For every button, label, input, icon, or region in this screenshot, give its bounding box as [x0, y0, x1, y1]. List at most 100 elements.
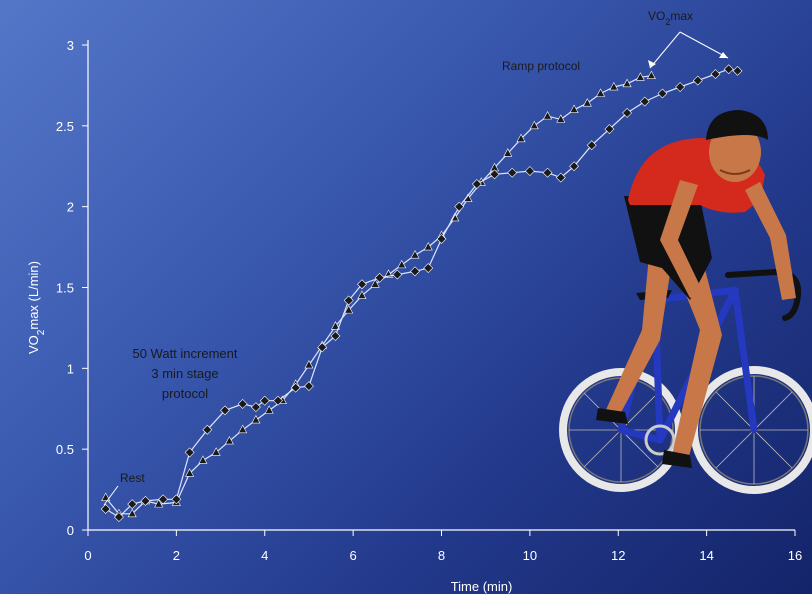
data-point-diamond [507, 167, 518, 178]
data-point-diamond [374, 272, 385, 283]
y-tick-label: 3 [67, 38, 74, 53]
data-point-triangle [154, 498, 164, 508]
data-point-diamond [675, 82, 686, 92]
data-point-diamond [471, 179, 482, 189]
x-tick-label: 10 [523, 548, 537, 563]
y-tick-label: 1 [67, 361, 74, 376]
data-point-triangle [185, 468, 195, 477]
data-point-triangle [264, 405, 274, 414]
x-tick-label: 14 [699, 548, 713, 563]
data-point-triangle [304, 359, 314, 369]
data-point-diamond [436, 234, 447, 244]
data-point-triangle [198, 455, 208, 464]
data-point-diamond [392, 269, 403, 280]
stage-annotation-line-3: protocol [162, 386, 208, 401]
data-point-diamond [184, 447, 195, 458]
data-point-diamond [622, 107, 633, 118]
data-point-diamond [732, 65, 743, 76]
data-point-diamond [237, 398, 248, 409]
data-point-triangle [410, 250, 420, 259]
arrowhead-stage [719, 52, 728, 58]
data-point-diamond [454, 201, 465, 212]
y-tick-label: 2 [67, 200, 74, 215]
x-tick-label: 16 [788, 548, 802, 563]
data-point-triangle [609, 81, 619, 91]
arrowhead-ramp [648, 60, 656, 68]
data-point-diamond [639, 96, 650, 107]
data-point-diamond [171, 494, 182, 505]
series-stage [100, 64, 743, 522]
x-tick-label: 6 [350, 548, 357, 563]
data-point-diamond [304, 381, 314, 392]
data-point-triangle [622, 78, 632, 88]
data-point-diamond [202, 424, 213, 435]
x-tick-label: 0 [84, 548, 91, 563]
data-point-diamond [100, 504, 111, 514]
y-tick-label: 0.5 [56, 442, 74, 457]
vo2max-annotation: VO2max [648, 9, 693, 27]
data-point-diamond [555, 172, 566, 183]
data-point-diamond [410, 266, 420, 277]
data-point-triangle [503, 148, 513, 157]
axes: 0 2 4 6 8 10 12 14 16 0 0.5 1 1.5 2 2.5 3 Time (min) VO2m… [26, 38, 802, 594]
y-tick-label: 0 [67, 523, 74, 538]
data-point-diamond [317, 342, 328, 353]
data-point-triangle [370, 279, 380, 288]
data-point-diamond [259, 395, 270, 406]
data-point-diamond [250, 402, 261, 413]
cyclist-illustration [559, 110, 812, 494]
data-point-triangle [357, 290, 367, 299]
data-point-diamond [273, 395, 283, 406]
data-point-diamond [710, 69, 721, 80]
data-point-triangle [635, 72, 645, 81]
data-point-diamond [586, 140, 597, 151]
data-point-triangle [556, 114, 566, 123]
data-point-diamond [343, 295, 354, 306]
stage-annotation-line-1: 50 Watt increment [132, 346, 237, 361]
data-point-triangle [251, 414, 261, 424]
data-point-triangle [582, 98, 592, 107]
x-tick-label: 12 [611, 548, 625, 563]
data-point-diamond [330, 331, 341, 341]
data-point-triangle [543, 110, 553, 120]
series-ramp [101, 70, 656, 518]
data-point-triangle [330, 321, 340, 330]
data-point-diamond [423, 263, 434, 274]
data-point-diamond [158, 494, 169, 505]
data-point-diamond [489, 169, 500, 180]
data-point-triangle [397, 259, 407, 269]
data-point-triangle [596, 88, 606, 97]
data-point-diamond [140, 495, 151, 506]
stage-annotation-line-2: 3 min stage [151, 366, 218, 381]
y-axis-label: VO2max (L/min) [26, 261, 47, 354]
rider-shoe-back [596, 408, 628, 424]
data-point-triangle [646, 70, 656, 80]
rider-arm-front [745, 182, 796, 300]
rider-head [709, 122, 761, 182]
rest-annotation: Rest [120, 471, 145, 485]
rest-pointer [103, 485, 119, 506]
ramp-annotation: Ramp protocol [502, 59, 580, 73]
y-tick-label: 2.5 [56, 119, 74, 134]
vo2max-arrow-ramp [649, 31, 681, 69]
data-point-triangle [529, 120, 539, 130]
data-point-triangle [344, 304, 354, 314]
vo2max-arrow-stage [679, 31, 729, 59]
x-tick-label: 8 [438, 548, 445, 563]
data-point-diamond [569, 161, 579, 172]
data-point-triangle [569, 104, 579, 113]
data-point-triangle [423, 241, 433, 251]
data-point-triangle [516, 133, 526, 143]
rider-shoe-front [662, 450, 692, 468]
data-point-diamond [604, 124, 615, 134]
x-tick-label: 4 [261, 548, 268, 563]
data-point-triangle [224, 435, 234, 445]
data-point-diamond [220, 405, 230, 416]
annotations: VO2max Ramp protocol 50 Watt increment 3… [103, 9, 729, 506]
data-point-diamond [542, 167, 553, 178]
data-point-diamond [723, 64, 734, 75]
rider-helmet [706, 110, 768, 140]
data-point-diamond [524, 166, 535, 177]
data-point-triangle [101, 492, 111, 501]
